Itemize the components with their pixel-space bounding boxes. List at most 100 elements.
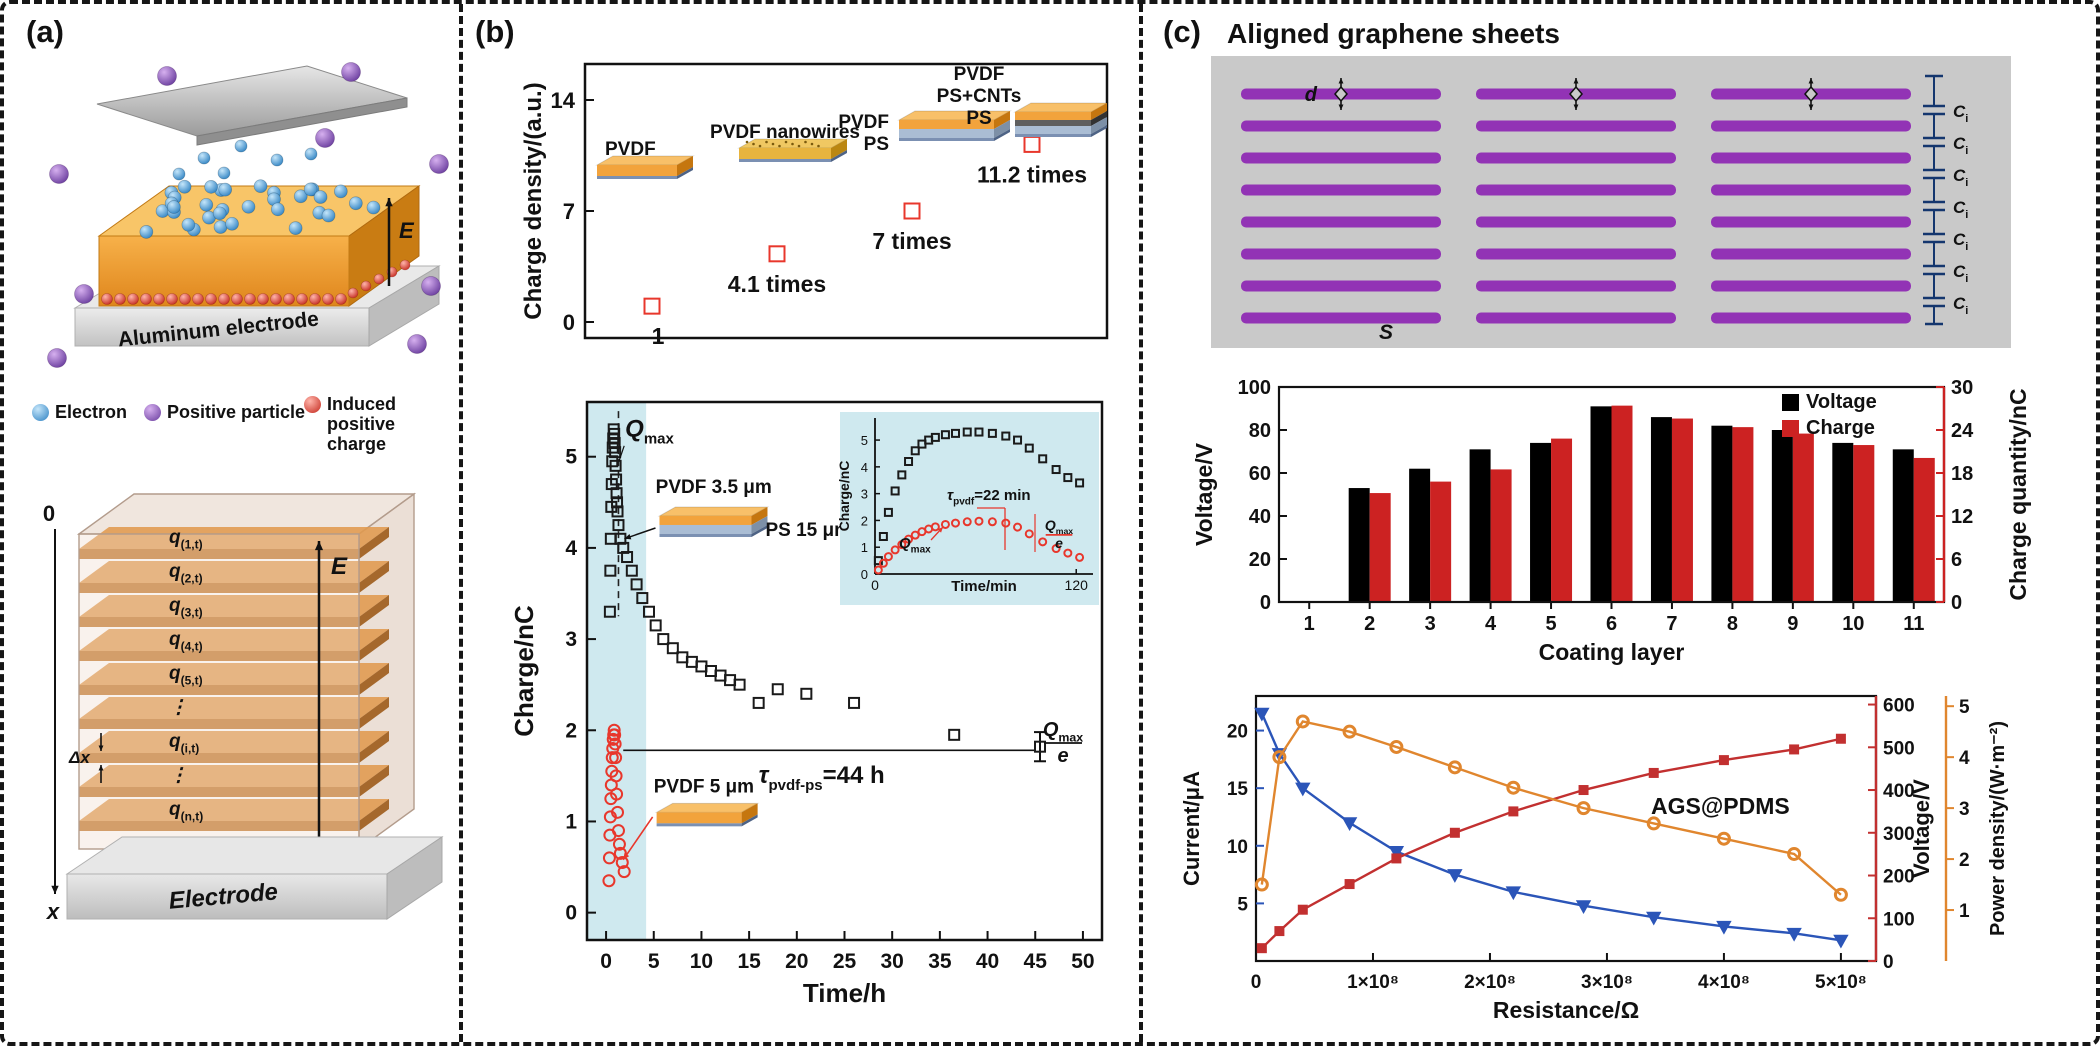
layer-charge-label: q(1,t) [169, 527, 203, 551]
sample-name: PVDF nanowires [710, 122, 860, 143]
svg-text:5: 5 [1959, 697, 1970, 718]
svg-text:100: 100 [1883, 909, 1915, 930]
svg-text:20: 20 [785, 950, 808, 973]
x-axis-label: Resistance/Ω [1493, 997, 1639, 1023]
series-voltage [1256, 733, 1846, 954]
interlayer-capacitance-label: Ci [1953, 230, 1968, 253]
spacing-diamond-icon [1334, 85, 1348, 103]
x-axis-label: Time/h [803, 978, 886, 1008]
svg-text:0: 0 [861, 567, 868, 582]
series-power-density [1254, 714, 1848, 902]
voltage-bar [1590, 406, 1612, 602]
svg-text:4: 4 [1959, 748, 1970, 769]
svg-text:300: 300 [1883, 824, 1915, 845]
induced-charges [101, 259, 411, 305]
electrons [139, 139, 381, 239]
series-PVDF [602, 723, 631, 888]
electron-icon [32, 404, 49, 421]
voltage-bar [1469, 449, 1491, 602]
svg-text:3: 3 [565, 628, 577, 651]
svg-text:30: 30 [1951, 377, 1973, 399]
voltage-bar [1650, 417, 1672, 602]
svg-text:12: 12 [1951, 506, 1973, 528]
voltage-bar [1832, 442, 1854, 602]
dx-label: Δx [68, 748, 91, 767]
axis-origin-label: 0 [43, 501, 55, 526]
svg-text:3: 3 [1425, 613, 1436, 635]
svg-text:2: 2 [1364, 613, 1375, 635]
svg-text:5: 5 [565, 446, 577, 469]
svg-text:2: 2 [1959, 850, 1970, 871]
point-annotation: 7 times [872, 228, 951, 254]
qmax-label: Qmax [625, 416, 674, 448]
svg-text:e: e [1057, 745, 1068, 767]
charge-bar [1490, 469, 1512, 602]
svg-text:2: 2 [565, 719, 577, 742]
svg-text:100: 100 [1238, 377, 1271, 399]
bar-chart-legend: Voltage Charge [1782, 391, 1877, 439]
svg-text:5: 5 [861, 433, 868, 448]
svg-text:1×10⁸: 1×10⁸ [1347, 972, 1399, 993]
interlayer-capacitance-label: Ci [1953, 166, 1968, 189]
panel-a-label: (a) [26, 14, 64, 49]
bars [1348, 405, 1935, 602]
sample-slab-pvdf-ps-cnts [1013, 102, 1109, 137]
svg-text:5: 5 [1237, 894, 1248, 915]
svg-text:1: 1 [1304, 613, 1315, 635]
svg-text:10: 10 [1842, 613, 1864, 635]
svg-text:0: 0 [1251, 972, 1262, 993]
layer-charge-label: ⋮ [169, 765, 188, 786]
resistance-curves-chart: 0 1×10⁸ 2×10⁸ 3×10⁸ 4×10⁸ 5×10⁸ Resistance/Ω 5 1… [1179, 694, 2009, 1023]
series-PVDF-PS [603, 423, 1047, 753]
charge-bar [1369, 493, 1391, 602]
sample-name: PVDF [954, 64, 1005, 85]
svg-text:24: 24 [1951, 420, 1974, 442]
spacing-diamond-icon [1569, 85, 1583, 103]
svg-text:80: 80 [1249, 420, 1271, 442]
tau-pvdf-ps-label: τpvdf-ps=44 h [759, 762, 885, 794]
sample-slab-nanowires [737, 138, 849, 162]
voltage-bar [1892, 449, 1914, 602]
coating-layer-bar-chart: 1 2 3 4 5 6 7 8 9 10 110204060801000612182430Coati… [1191, 377, 2031, 665]
panel-c-title: Aligned graphene sheets [1227, 18, 1560, 49]
voltage-axis-label: Voltage/V [1909, 779, 1934, 878]
layer-charge-label: q(5,t) [169, 663, 203, 687]
svg-text:18: 18 [1951, 463, 1973, 485]
layer-charge-label: q(4,t) [169, 629, 203, 653]
svg-text:35: 35 [928, 950, 952, 973]
electret-film [97, 185, 421, 307]
panel-a: (a) E Aluminum electrode Electron Positiv… [4, 4, 459, 1042]
pvdf-sample-label: PVDF 5 μm [654, 776, 754, 797]
y-axis-label: Charge density/(a.u.) [520, 82, 547, 319]
svg-text:6: 6 [1606, 613, 1617, 635]
panel-c-label: (c) [1163, 14, 1201, 49]
svg-text:0: 0 [1951, 592, 1962, 614]
y-axis-label: Charge/nC [509, 605, 539, 737]
panel-b: (b) 0 7 14 Charge density/(a.u.) 1 PVDF 4.1 ti… [459, 4, 1139, 1042]
interlayer-capacitance-label: Ci [1953, 262, 1968, 285]
point-annotation: 1 [652, 323, 665, 349]
svg-text:6: 6 [1951, 549, 1962, 571]
series-current [1254, 707, 1849, 949]
legend-label-induced-charge: Induced positive charge [327, 394, 397, 455]
svg-text:4: 4 [565, 537, 577, 560]
svg-text:3×10⁸: 3×10⁸ [1581, 972, 1633, 993]
left-y-axis-label: Voltage/V [1191, 442, 1217, 546]
charge-bar [1671, 418, 1693, 602]
svg-text:60: 60 [1249, 463, 1271, 485]
layer-charge-label: q(2,t) [169, 561, 203, 585]
panel-b-label: (b) [475, 14, 515, 49]
svg-text:1: 1 [565, 810, 577, 833]
svg-text:5: 5 [648, 950, 660, 973]
svg-text:0: 0 [871, 577, 879, 593]
voltage-bar [1348, 488, 1370, 602]
svg-text:40: 40 [1249, 506, 1271, 528]
svg-text:3: 3 [861, 487, 868, 502]
induced-positive-charge-icon [304, 396, 321, 413]
inset-x-label: Time/min [951, 578, 1017, 595]
layer-charge-label: ⋮ [169, 697, 188, 718]
voltage-bar [1711, 425, 1733, 602]
sample-name: PVDF [605, 139, 656, 160]
